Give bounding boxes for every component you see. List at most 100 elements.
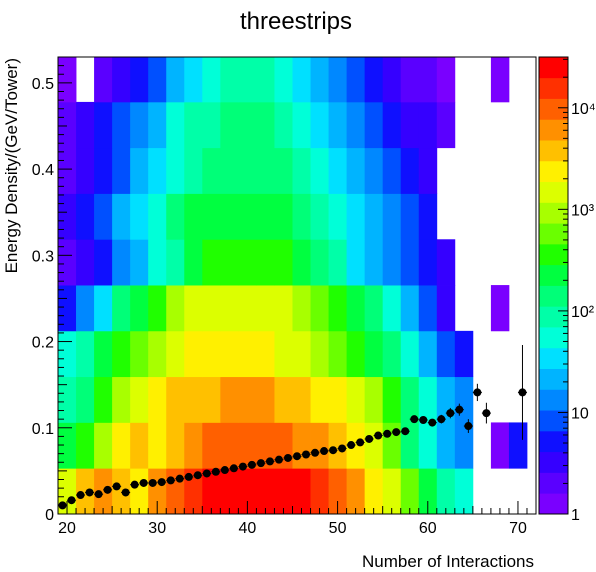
heatmap-cell: [76, 376, 95, 423]
heatmap-cell: [238, 285, 257, 332]
profile-point: [311, 448, 320, 457]
profile-point: [112, 482, 121, 491]
heatmap-cell: [238, 422, 257, 469]
heatmap-cell: [418, 468, 438, 515]
heatmap-cell: [76, 193, 95, 240]
heatmap-cell: [130, 193, 149, 240]
profile-point: [293, 452, 301, 461]
color-scale-step: [539, 410, 568, 432]
heatmap-cell: [364, 376, 384, 423]
heatmap-cell: [112, 468, 131, 515]
heatmap-cell: [364, 101, 384, 149]
heatmap-cell: [400, 147, 420, 194]
color-scale-step: [539, 243, 568, 266]
heatmap-cell: [292, 330, 311, 378]
color-scale-step: [539, 430, 568, 453]
heatmap-cell: [400, 330, 420, 378]
heatmap-cell: [454, 330, 474, 378]
color-scale-step: [539, 140, 568, 162]
heatmap-cell: [94, 239, 113, 286]
heatmap-cell: [58, 101, 77, 149]
profile-point: [157, 478, 166, 487]
heatmap-cell: [382, 239, 402, 286]
profile-point: [85, 488, 94, 497]
heatmap-cell: [490, 422, 510, 469]
color-scale-step: [539, 202, 568, 224]
heatmap-cell: [166, 147, 185, 194]
heatmap-cell: [130, 330, 149, 378]
color-scale-step: [539, 160, 568, 183]
profile-point: [482, 409, 491, 418]
heatmap-cell: [418, 239, 438, 286]
heatmap-cell: [256, 239, 275, 286]
heatmap-cell: [310, 239, 329, 286]
heatmap-cell: [238, 330, 257, 378]
heatmap-cell: [94, 57, 113, 103]
profile-point: [193, 471, 202, 480]
y-axis-label: Energy Density/(GeV/Tower): [2, 58, 21, 273]
heatmap-cell: [274, 101, 293, 149]
profile-point: [184, 472, 193, 481]
heatmap-cell: [238, 193, 257, 240]
heatmap-cell: [400, 239, 420, 286]
color-scale-step: [539, 57, 568, 79]
heatmap-cell: [220, 101, 239, 149]
heatmap-cell: [58, 147, 77, 194]
color-scale-step: [539, 347, 568, 369]
color-scale-step: [539, 181, 568, 203]
heatmap-cell: [76, 422, 95, 469]
heatmap-cell: [202, 193, 221, 240]
profile-point: [67, 496, 76, 505]
heatmap-cell: [202, 376, 221, 423]
heatmap-cell: [400, 285, 420, 332]
profile-point: [130, 480, 139, 489]
heatmap-cell: [274, 330, 293, 378]
heatmap-cell: [364, 239, 384, 286]
heatmap-cell: [418, 57, 438, 103]
profile-point: [283, 453, 292, 462]
heatmap-cell: [130, 57, 149, 103]
heatmap-cell: [274, 57, 293, 103]
x-tick-label: 40: [238, 520, 256, 537]
z-tick-label: 10²: [571, 304, 595, 321]
heatmap-cells: [58, 57, 528, 515]
color-scale-step: [539, 77, 568, 99]
y-tick-label: 0.4: [32, 162, 54, 179]
heatmap-cell: [220, 57, 239, 103]
heatmap-cell: [94, 147, 113, 194]
heatmap-cell: [166, 101, 185, 149]
profile-point: [383, 429, 392, 438]
heatmap-cell: [166, 193, 185, 240]
profile-point: [329, 446, 338, 455]
y-tick-label: 0.5: [32, 76, 54, 93]
heatmap-cell: [58, 422, 77, 469]
color-scale-step: [539, 368, 568, 390]
heatmap-cell: [94, 376, 113, 423]
heatmap-cell: [76, 101, 95, 149]
heatmap-cell: [346, 468, 366, 515]
heatmap-cell: [256, 376, 275, 423]
heatmap-cell: [58, 193, 77, 240]
heatmap-cell: [184, 422, 203, 469]
profile-point: [211, 467, 220, 476]
heatmap-cell: [76, 330, 95, 378]
heatmap-cell: [256, 193, 275, 240]
profile-point: [76, 491, 85, 500]
profile-point: [320, 447, 329, 456]
heatmap-cell: [238, 57, 257, 103]
profile-point: [392, 428, 401, 437]
heatmap-cell: [310, 57, 329, 103]
heatmap-cell: [274, 376, 293, 423]
profile-point: [347, 441, 356, 450]
profile-point: [473, 388, 482, 397]
heatmap-cell: [418, 285, 438, 332]
heatmap-cell: [256, 330, 275, 378]
profile-point: [166, 476, 175, 485]
heatmap-cell: [202, 468, 221, 515]
heatmap-cell: [220, 239, 239, 286]
heatmap-cell: [166, 285, 185, 332]
heatmap-cell: [346, 57, 366, 103]
profile-point: [274, 455, 283, 464]
heatmap-cell: [346, 285, 366, 332]
heatmap-cell: [328, 376, 348, 423]
